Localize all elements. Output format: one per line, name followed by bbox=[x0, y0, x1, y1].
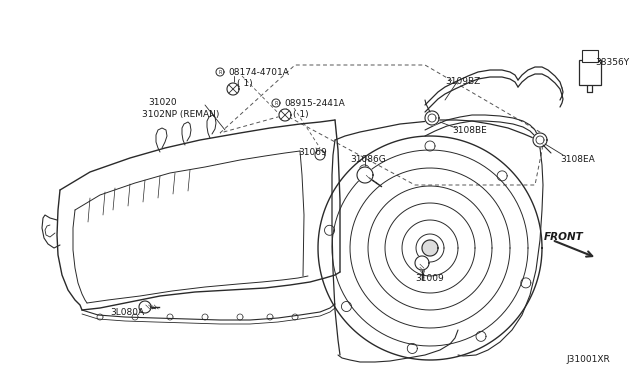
Polygon shape bbox=[357, 167, 373, 183]
Text: 31020: 31020 bbox=[148, 98, 177, 107]
Text: 3L080A: 3L080A bbox=[110, 308, 144, 317]
Text: ( 1): ( 1) bbox=[293, 110, 308, 119]
Text: 31086G: 31086G bbox=[350, 155, 386, 164]
Text: 3109BZ: 3109BZ bbox=[445, 77, 480, 86]
Text: J31001XR: J31001XR bbox=[566, 355, 610, 364]
Polygon shape bbox=[415, 256, 429, 270]
Bar bbox=[579, 60, 601, 85]
Polygon shape bbox=[425, 111, 439, 125]
Polygon shape bbox=[533, 133, 547, 147]
Text: 31069: 31069 bbox=[298, 148, 327, 157]
Text: R: R bbox=[218, 70, 221, 74]
Text: 3102NP (REMAN): 3102NP (REMAN) bbox=[142, 110, 220, 119]
Text: 08174-4701A: 08174-4701A bbox=[228, 68, 289, 77]
Text: 31009: 31009 bbox=[415, 274, 444, 283]
Text: 3108BE: 3108BE bbox=[452, 126, 487, 135]
Text: 08915-2441A: 08915-2441A bbox=[284, 99, 345, 108]
Polygon shape bbox=[315, 150, 325, 160]
Text: ( 1): ( 1) bbox=[237, 79, 253, 88]
Text: 38356Y: 38356Y bbox=[595, 58, 629, 67]
Polygon shape bbox=[279, 109, 291, 121]
Text: FRONT: FRONT bbox=[544, 232, 584, 242]
Text: 3108EA: 3108EA bbox=[560, 155, 595, 164]
Polygon shape bbox=[227, 83, 239, 95]
Text: R: R bbox=[275, 100, 278, 106]
Polygon shape bbox=[139, 301, 151, 313]
Polygon shape bbox=[422, 240, 438, 256]
Bar bbox=[582, 50, 598, 62]
